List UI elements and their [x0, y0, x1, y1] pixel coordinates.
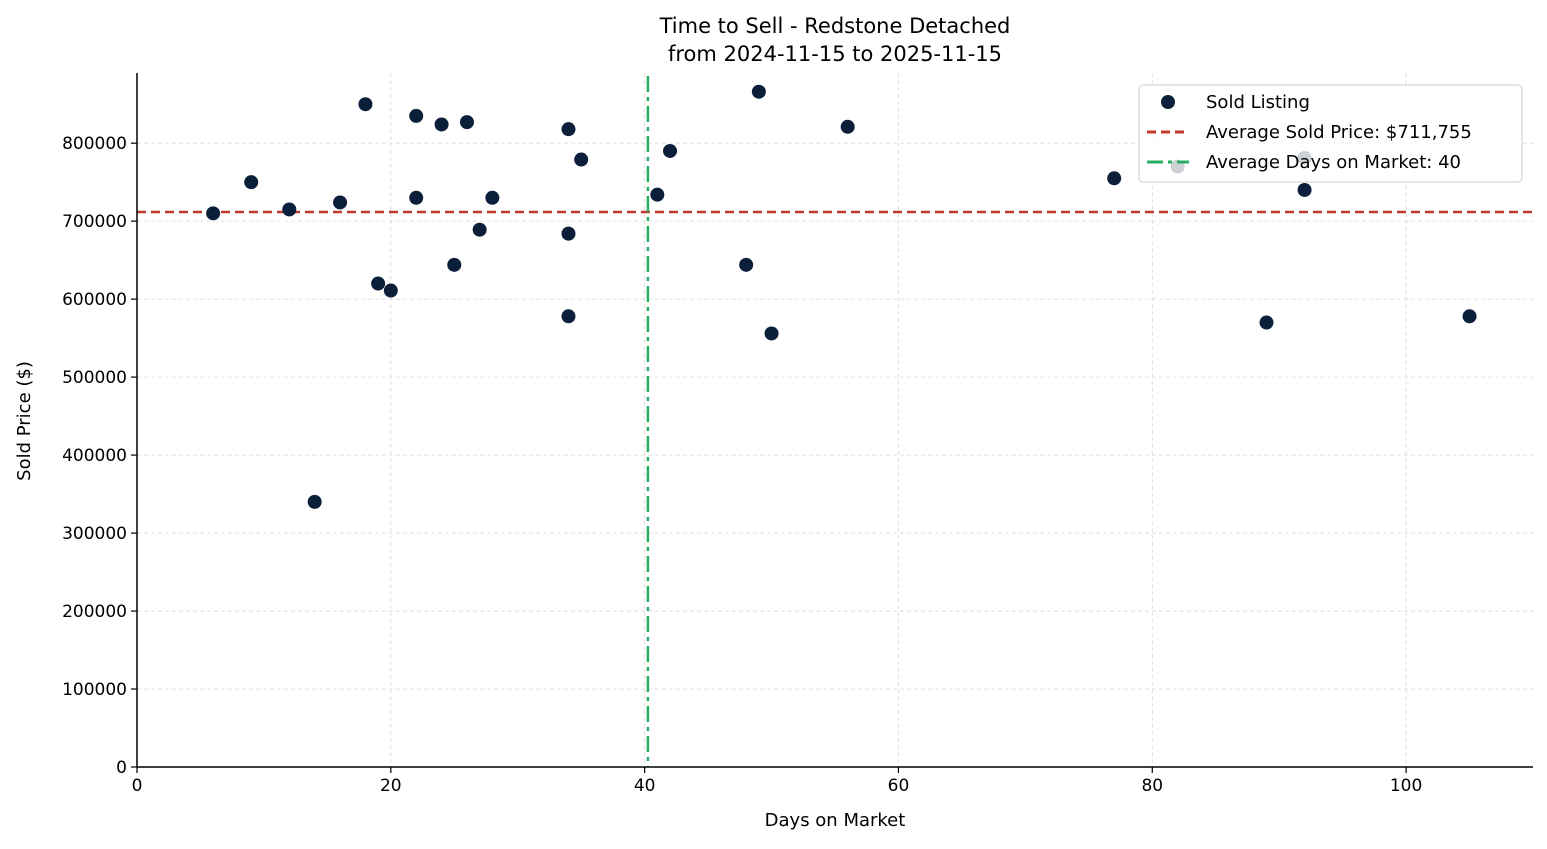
data-point — [751, 84, 766, 99]
x-tick-label: 20 — [380, 776, 402, 796]
x-tick-label: 40 — [634, 776, 656, 796]
data-point — [244, 175, 259, 190]
axes: 0 20 40 60 80 100 0 100000 200000 300000 400000 500… — [62, 73, 1533, 796]
x-tick-label: 60 — [888, 776, 910, 796]
data-point — [561, 309, 576, 324]
legend-label: Average Sold Price: $711,755 — [1206, 122, 1472, 143]
legend-box — [1138, 84, 1523, 183]
x-tick-label: 0 — [132, 776, 143, 796]
x-tick-label: 100 — [1390, 776, 1422, 796]
chart-subtitle: from 2024-11-15 to 2025-11-15 — [668, 42, 1002, 66]
data-point — [561, 226, 576, 241]
data-point — [358, 97, 373, 112]
data-point — [764, 326, 779, 341]
data-points — [206, 84, 1477, 509]
y-tick-label: 0 — [116, 758, 127, 778]
y-axis-label: Sold Price ($) — [14, 361, 35, 481]
data-point — [840, 119, 855, 134]
y-tick-label: 300000 — [62, 524, 127, 544]
y-tick-label: 600000 — [62, 290, 127, 310]
y-tick-label: 100000 — [62, 680, 127, 700]
y-tick-label: 200000 — [62, 602, 127, 622]
data-point — [434, 117, 449, 132]
reference-lines — [137, 76, 1533, 767]
data-point — [739, 257, 754, 272]
data-point — [206, 206, 221, 221]
data-point — [333, 195, 348, 210]
data-point — [282, 202, 297, 217]
data-point — [472, 222, 487, 237]
data-point — [561, 122, 576, 137]
x-axis-label: Days on Market — [765, 810, 906, 831]
y-tick-label: 800000 — [62, 134, 127, 154]
data-point — [650, 187, 665, 202]
x-tick-label: 80 — [1141, 776, 1163, 796]
legend-marker-icon — [1161, 95, 1175, 109]
data-point — [383, 283, 398, 298]
data-point — [485, 190, 500, 205]
chart-title: Time to Sell - Redstone Detached — [659, 14, 1011, 38]
data-point — [459, 115, 474, 130]
data-point — [1462, 309, 1477, 324]
y-tick-label: 700000 — [62, 212, 127, 232]
data-point — [371, 276, 386, 291]
y-tick-label: 500000 — [62, 368, 127, 388]
data-point — [447, 257, 462, 272]
y-tick-label: 400000 — [62, 446, 127, 466]
data-point — [409, 190, 424, 205]
legend-label: Sold Listing — [1206, 92, 1310, 113]
data-point — [409, 108, 424, 123]
data-point — [1297, 182, 1312, 197]
data-point — [1259, 315, 1274, 330]
legend-label: Average Days on Market: 40 — [1206, 152, 1461, 173]
data-point — [663, 143, 678, 158]
legend: Sold Listing Average Sold Price: $711,75… — [1138, 84, 1523, 183]
data-point — [574, 152, 589, 167]
data-point — [307, 494, 322, 509]
data-point — [1107, 171, 1122, 186]
